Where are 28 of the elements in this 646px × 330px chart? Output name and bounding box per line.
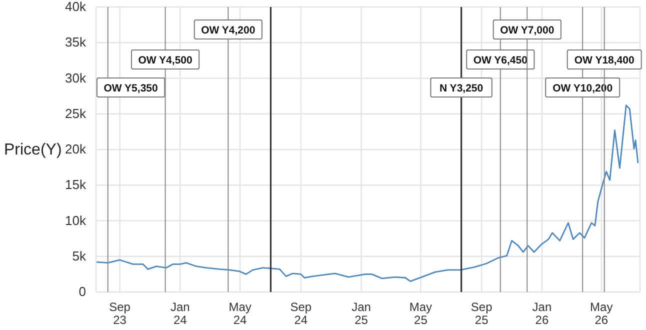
x-tick-label: Jan 26 (532, 300, 552, 327)
ref-line-label: OW Y5,350 (104, 82, 158, 94)
x-tick-label: Jan 24 (170, 300, 190, 327)
x-tick-label: May 25 (409, 300, 432, 327)
ref-line-label: OW Y6,450 (473, 54, 528, 66)
x-tick-label: Sep 25 (470, 300, 493, 327)
y-tick-label: 35k (65, 34, 86, 50)
line-series (96, 104, 639, 282)
y-tick-label: 10k (65, 212, 86, 228)
x-tick-label: May 24 (228, 300, 252, 327)
ref-line-label: OW Y10,200 (552, 82, 613, 94)
y-tick-label: 5k (72, 248, 86, 264)
y-tick-label: 20k (65, 142, 86, 156)
ref-line-label: OW Y4,500 (138, 54, 192, 66)
y-tick-label: 30k (65, 70, 86, 86)
x-tick-label: Sep 24 (290, 300, 312, 327)
ref-line-label: N Y3,250 (440, 82, 484, 94)
y-tick-label: 40k (65, 0, 86, 14)
ref-line-label: OW Y18,400 (574, 54, 634, 66)
ref-line-label: OW Y7,000 (500, 24, 554, 36)
y-tick-label: 15k (65, 177, 86, 192)
ref-line-label: OW Y4,200 (201, 24, 256, 36)
x-tick-label: Sep 23 (109, 300, 131, 327)
x-tick-label: Jan 25 (352, 300, 371, 327)
y-tick-label: 25k (65, 106, 86, 121)
y-axis-title: Price(Y) (4, 142, 62, 158)
y-tick-label: 0 (78, 284, 86, 299)
x-tick-label: May 26 (590, 300, 613, 327)
